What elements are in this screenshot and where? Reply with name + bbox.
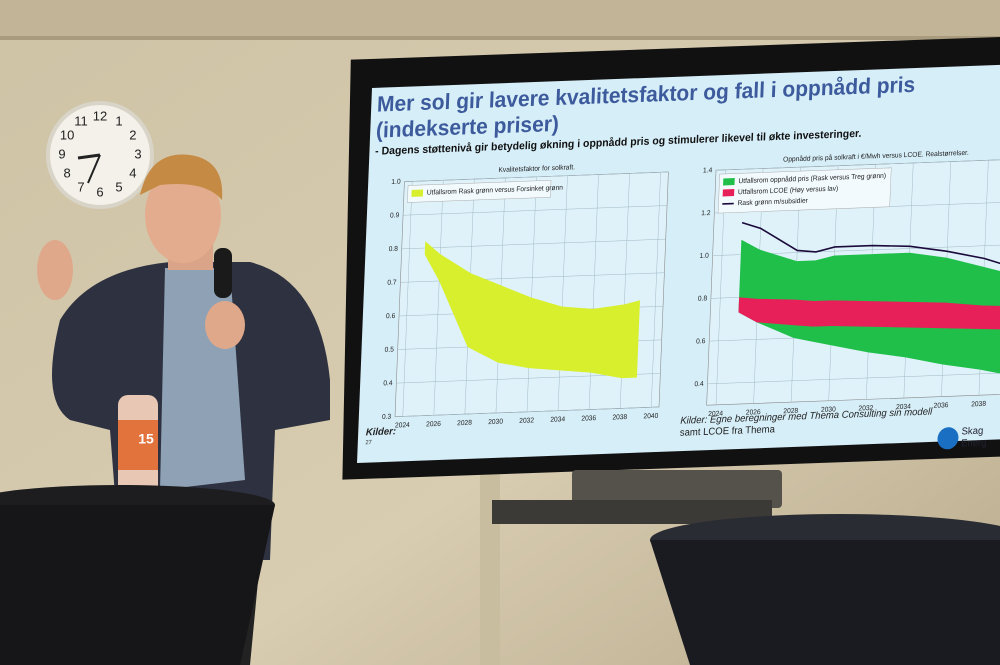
y-tick-label: 0.8	[698, 295, 708, 303]
x-tick-label: 2028	[457, 420, 472, 428]
chart: Oppnådd pris på solkraft i €/Mwh versus …	[694, 149, 1000, 418]
y-tick-label: 0.5	[384, 346, 394, 354]
clock-numeral: 2	[129, 127, 136, 142]
x-tick-label: 2034	[896, 403, 911, 411]
legend-box	[407, 180, 552, 203]
chart: Kvalitetsfaktor for solkraft. 0.3 0.4 0.5 0.…	[382, 164, 669, 430]
y-tick-label: 0.4	[694, 381, 704, 389]
grid-line	[402, 181, 413, 417]
logo-text: Energ	[961, 437, 987, 449]
y-tick-label: 1.0	[391, 179, 401, 187]
clock-numeral: 3	[134, 146, 141, 161]
table-cloth	[0, 505, 275, 665]
y-tick-label: 1.4	[703, 167, 713, 175]
grid-line	[650, 172, 661, 408]
y-tick-label: 0.4	[383, 380, 393, 388]
hair	[140, 154, 223, 200]
x-tick-label: 2038	[971, 401, 986, 409]
x-tick-label: 2036	[933, 402, 948, 410]
clock-numeral: 11	[74, 114, 88, 129]
y-tick-label: 0.9	[390, 212, 400, 220]
line	[741, 221, 1000, 271]
x-tick-label: 2034	[550, 416, 565, 424]
hand	[205, 301, 245, 349]
range-area	[738, 297, 1000, 330]
minute-hand	[87, 154, 101, 184]
face	[145, 167, 221, 263]
legend-swatch	[722, 189, 735, 197]
grid-line	[557, 175, 568, 411]
clock-numeral: 12	[93, 108, 107, 123]
y-tick-label: 0.7	[387, 279, 397, 287]
microphone	[214, 248, 232, 298]
table-cloth	[650, 540, 1000, 665]
sources: Kilder:	[366, 426, 397, 438]
x-tick-label: 2024	[708, 410, 723, 418]
y-tick-label: 1.2	[701, 210, 711, 218]
legend-box	[717, 167, 892, 214]
x-tick-label: 2032	[858, 405, 873, 413]
legend-swatch	[411, 189, 424, 197]
clock-numeral: 10	[60, 127, 74, 142]
clock-numeral: 9	[58, 146, 65, 161]
x-tick-label: 2024	[395, 422, 410, 430]
clock-numeral: 8	[63, 165, 70, 180]
soundbar	[572, 470, 782, 508]
wall-panel	[480, 470, 500, 665]
ceiling-moulding	[0, 0, 1000, 38]
x-tick-label: 2040	[643, 413, 658, 421]
x-tick-label: 2028	[783, 408, 798, 416]
y-tick-label: 0.3	[382, 414, 392, 422]
grid-line	[526, 176, 537, 412]
clock-numeral: 5	[115, 179, 122, 194]
logo-text: Skag	[961, 425, 983, 437]
y-tick-label: 0.6	[696, 338, 706, 346]
moulding-edge	[0, 36, 1000, 40]
legend-label: Utfallsrom LCOE (Høy versus lav)	[738, 185, 839, 196]
shirt	[160, 268, 245, 490]
chart-title: Kvalitetsfaktor for solkraft.	[498, 164, 575, 174]
range-area	[424, 241, 640, 379]
grid-line	[404, 171, 669, 182]
slide: Mer sol gir lavere kvalitetsfaktor og fa…	[356, 63, 1000, 463]
clock-numeral: 6	[96, 184, 103, 199]
slide-number: 27	[365, 440, 372, 446]
hand	[37, 240, 73, 300]
logo-mark	[937, 427, 959, 450]
clock-numeral: 7	[77, 179, 84, 194]
x-tick-label: 2038	[612, 414, 627, 422]
sources: samt LCOE fra Thema	[680, 424, 776, 439]
x-tick-label: 2032	[519, 417, 534, 425]
legend-swatch	[723, 178, 735, 186]
hour-hand	[77, 153, 101, 160]
y-tick-label: 0.8	[388, 246, 398, 254]
bottle-label-text: 15	[138, 431, 154, 447]
clock-numeral: 1	[115, 114, 122, 129]
grid-line	[433, 180, 444, 416]
bottle-label	[118, 420, 158, 470]
y-tick-label: 0.6	[386, 313, 396, 321]
x-tick-label: 2026	[746, 409, 761, 417]
x-tick-label: 2030	[821, 406, 836, 414]
x-tick-label: 2030	[488, 418, 503, 426]
clock-numeral: 4	[129, 165, 136, 180]
y-tick-label: 1.0	[699, 253, 709, 261]
x-tick-label: 2036	[581, 415, 596, 423]
x-tick-label: 2026	[426, 421, 441, 429]
legend-label: Rask grønn m/subsidier	[737, 198, 808, 208]
